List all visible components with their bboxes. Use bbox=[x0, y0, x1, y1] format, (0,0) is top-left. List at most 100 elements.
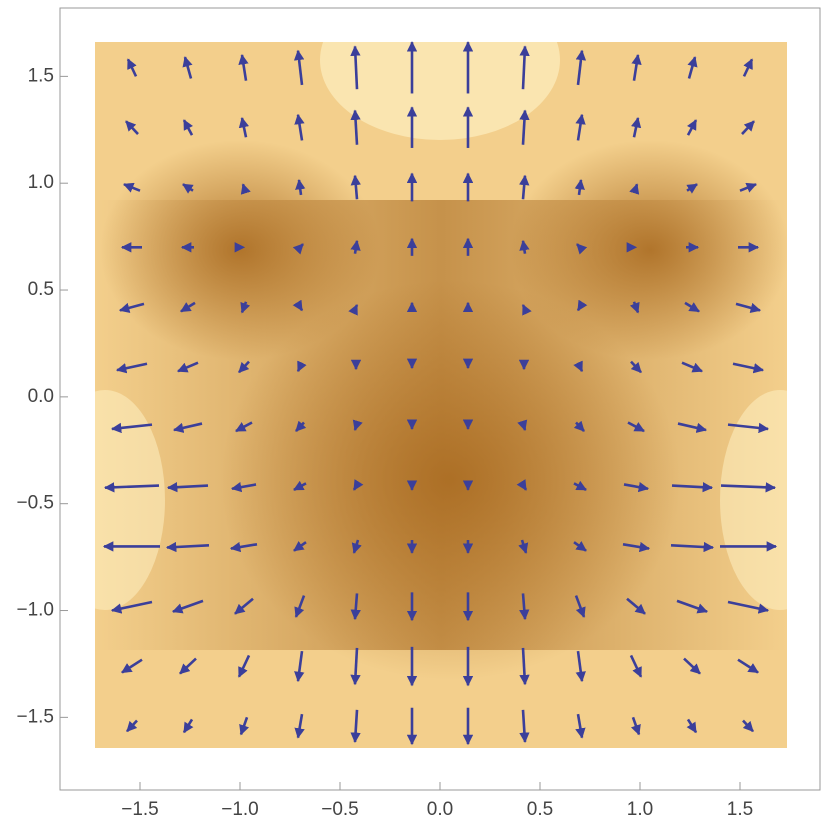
vector-arrow bbox=[671, 481, 714, 493]
vector-arrow bbox=[720, 482, 777, 493]
x-tick-label: 1.5 bbox=[727, 799, 753, 820]
vector-arrow bbox=[182, 183, 194, 194]
vector-arrow bbox=[521, 304, 532, 316]
vector-arrow bbox=[230, 481, 257, 493]
vector-arrow bbox=[293, 541, 307, 552]
vector-arrow bbox=[686, 183, 698, 194]
vector-arrow bbox=[239, 716, 250, 736]
vector-arrow bbox=[350, 109, 361, 145]
vector-arrow bbox=[350, 174, 361, 200]
vector-arrow bbox=[670, 541, 715, 553]
vector-arrow bbox=[517, 419, 528, 431]
vector-arrow bbox=[234, 597, 254, 615]
vector-arrow bbox=[573, 360, 584, 373]
vector-arrow bbox=[629, 301, 640, 314]
vector-arrow bbox=[294, 595, 306, 618]
vector-arrow bbox=[727, 600, 770, 614]
vector-arrow bbox=[179, 657, 197, 675]
vector-arrow bbox=[240, 301, 251, 314]
vector-arrow bbox=[166, 481, 209, 493]
vector-arrow bbox=[126, 58, 138, 77]
x-tick-label: −1.5 bbox=[121, 799, 159, 820]
vector-arrow bbox=[574, 178, 585, 196]
vector-arrow bbox=[292, 243, 304, 255]
vector-arrow bbox=[238, 117, 249, 138]
vector-arrow bbox=[732, 362, 765, 374]
vector-arrow bbox=[676, 599, 708, 614]
vector-arrow bbox=[684, 301, 700, 313]
vector-arrow bbox=[735, 302, 762, 313]
vector-arrow bbox=[574, 595, 586, 618]
y-tick-label: 1.5 bbox=[28, 65, 54, 86]
vector-arrow bbox=[240, 183, 251, 195]
vector-arrow bbox=[294, 650, 305, 683]
vector-arrow bbox=[519, 239, 530, 254]
vector-arrow bbox=[352, 419, 363, 431]
vector-arrow bbox=[516, 479, 528, 491]
vector-arrow bbox=[182, 119, 194, 136]
vector-arrow bbox=[351, 539, 362, 554]
vector-arrow bbox=[103, 482, 160, 493]
vector-arrow bbox=[110, 422, 153, 434]
vector-arrow bbox=[686, 718, 698, 734]
vector-arrow bbox=[172, 422, 203, 433]
vector-arrow bbox=[573, 480, 587, 491]
vector-arrow bbox=[292, 299, 304, 312]
vector-arrow bbox=[296, 360, 307, 373]
vector-arrow bbox=[519, 174, 530, 200]
vector-arrow bbox=[294, 713, 305, 739]
x-tick-label: 0.0 bbox=[427, 799, 453, 820]
vector-arrow bbox=[352, 479, 364, 491]
y-tick-label: −1.0 bbox=[16, 600, 54, 621]
vector-arrow bbox=[238, 360, 250, 374]
vector-arrow bbox=[350, 647, 361, 686]
vector-arrow bbox=[573, 541, 587, 552]
y-tick-label: 1.0 bbox=[28, 172, 54, 193]
vector-arrow bbox=[627, 421, 645, 433]
y-tick-label: −1.5 bbox=[16, 706, 54, 727]
vector-arrow bbox=[687, 56, 698, 79]
vector-arrow bbox=[575, 650, 586, 683]
vector-arrow bbox=[575, 49, 587, 86]
vector-arrow bbox=[742, 719, 754, 733]
vector-arrow bbox=[630, 716, 641, 736]
density-background bbox=[95, 42, 787, 748]
vector-arrow bbox=[350, 709, 361, 743]
vector-arrow bbox=[295, 420, 307, 432]
vector-arrow bbox=[115, 362, 148, 374]
vector-arrow bbox=[519, 593, 530, 621]
vector-arrow bbox=[518, 539, 529, 554]
vector-arrow bbox=[110, 600, 153, 614]
vector-arrow bbox=[739, 182, 757, 193]
vector-arrow bbox=[519, 109, 530, 145]
vector-arrow bbox=[295, 178, 306, 196]
vector-arrow bbox=[125, 120, 139, 135]
x-tick-label: −1.0 bbox=[221, 799, 259, 820]
x-tick-label: −0.5 bbox=[321, 799, 359, 820]
vector-arrow bbox=[575, 113, 586, 141]
vector-arrow bbox=[575, 713, 586, 739]
vector-arrow bbox=[182, 718, 194, 734]
vector-arrow bbox=[177, 361, 199, 373]
vector-arrow bbox=[631, 53, 642, 81]
vector-arrow bbox=[238, 53, 249, 81]
x-tick-label: 1.0 bbox=[627, 799, 653, 820]
y-tick-label: 0.0 bbox=[28, 386, 54, 407]
vector-arrow bbox=[573, 420, 585, 432]
vector-arrow bbox=[123, 182, 141, 193]
vector-arrow bbox=[737, 658, 759, 674]
vector-arrow bbox=[350, 239, 361, 254]
vector-arrow bbox=[182, 56, 193, 79]
vector-arrow bbox=[293, 480, 307, 491]
vector-arrow bbox=[630, 360, 642, 374]
vector-arrow bbox=[165, 541, 210, 553]
vector-arrow bbox=[180, 301, 196, 313]
vector-arrow bbox=[350, 593, 361, 621]
vector-arrow bbox=[741, 120, 755, 135]
vector-arrow bbox=[235, 421, 253, 433]
vector-arrow bbox=[629, 654, 643, 678]
vector-arrow bbox=[623, 481, 650, 493]
vector-arrow bbox=[576, 243, 588, 255]
